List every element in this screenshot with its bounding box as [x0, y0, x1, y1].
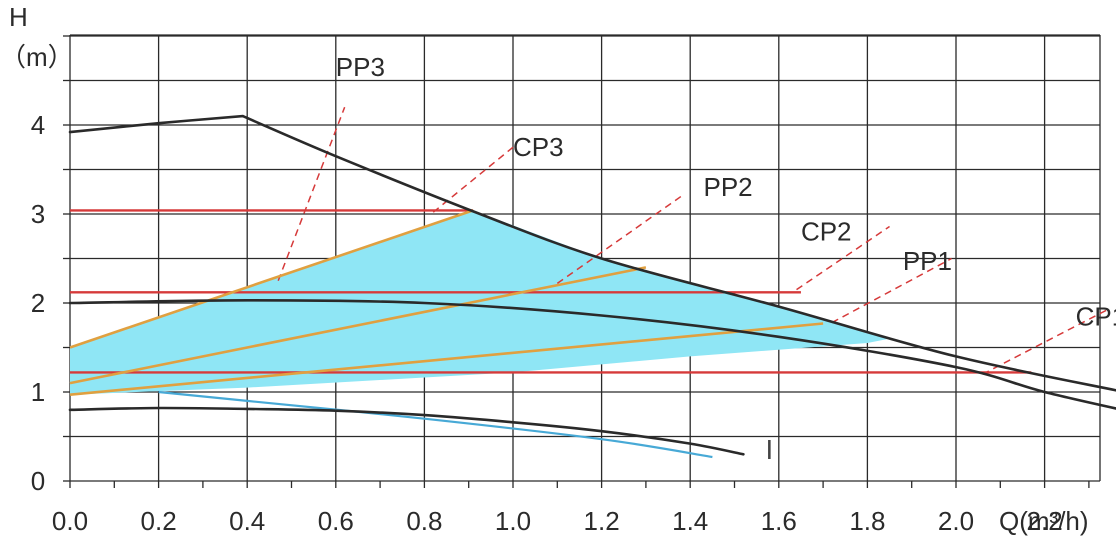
- guide-line-pp1: [831, 257, 952, 324]
- y-axis-unit: （m）: [0, 42, 74, 72]
- constant-pressure-lines: [70, 209, 1032, 374]
- speed-curve-iii: [68, 114, 1116, 392]
- speed-curves: [68, 114, 1116, 459]
- speed-curve-i-alt: [158, 390, 713, 459]
- label-cp1: CP1: [1076, 301, 1116, 331]
- y-tick-label: 3: [31, 199, 45, 229]
- speed-curve-ii: [68, 298, 1116, 410]
- x-tick-label: 0.6: [318, 506, 354, 536]
- label-pp2: PP2: [703, 172, 752, 202]
- x-tick-label: 1.8: [849, 506, 885, 536]
- x-tick-label: 0.0: [52, 506, 88, 536]
- x-tick-label: 0.4: [229, 506, 265, 536]
- curve-labels: PP3CP3PP2CP2PP1CP1ⅠⅡⅢ: [336, 52, 1116, 465]
- x-tick-label: 1.4: [672, 506, 708, 536]
- y-tick-label: 1: [31, 377, 45, 407]
- proportional-pressure-lines: [69, 209, 824, 396]
- y-tick-label: 2: [31, 288, 45, 318]
- label-cp2: CP2: [801, 217, 852, 247]
- y-tick-label: 0: [31, 466, 45, 496]
- guide-line-cp2: [796, 225, 890, 291]
- operating-zone-fill: [70, 210, 890, 395]
- guide-line-pp3: [277, 106, 346, 282]
- x-tick-label: 0.8: [406, 506, 442, 536]
- y-axis-title: H: [9, 2, 28, 32]
- proportional-pressure-line-pp3: [69, 209, 474, 349]
- x-tick-label: 2.0: [938, 506, 974, 536]
- label-pp3: PP3: [336, 52, 385, 82]
- label-cp3: CP3: [513, 132, 564, 162]
- x-tick-label: 1.2: [584, 506, 620, 536]
- x-tick-label: 1.6: [761, 506, 797, 536]
- speed-curve-i: [68, 406, 745, 456]
- guide-line-cp3: [432, 146, 514, 213]
- y-tick-label: 4: [31, 110, 45, 140]
- x-tick-label: 0.2: [141, 506, 177, 536]
- label-pp1: PP1: [903, 246, 952, 276]
- x-tick-label: 2.2: [1027, 506, 1063, 536]
- x-tick-label: 1.0: [495, 506, 531, 536]
- speed-label-i: Ⅰ: [766, 436, 774, 465]
- proportional-pressure-line-pp1: [69, 322, 824, 396]
- guide-line-pp2: [556, 195, 682, 285]
- x-axis-title: Q(m³/h): [999, 506, 1089, 536]
- proportional-pressure-line-pp2: [69, 266, 647, 385]
- axes: 0.00.20.40.60.81.01.21.41.61.82.02.22.40…: [31, 35, 1116, 536]
- operating-zone: [70, 210, 890, 395]
